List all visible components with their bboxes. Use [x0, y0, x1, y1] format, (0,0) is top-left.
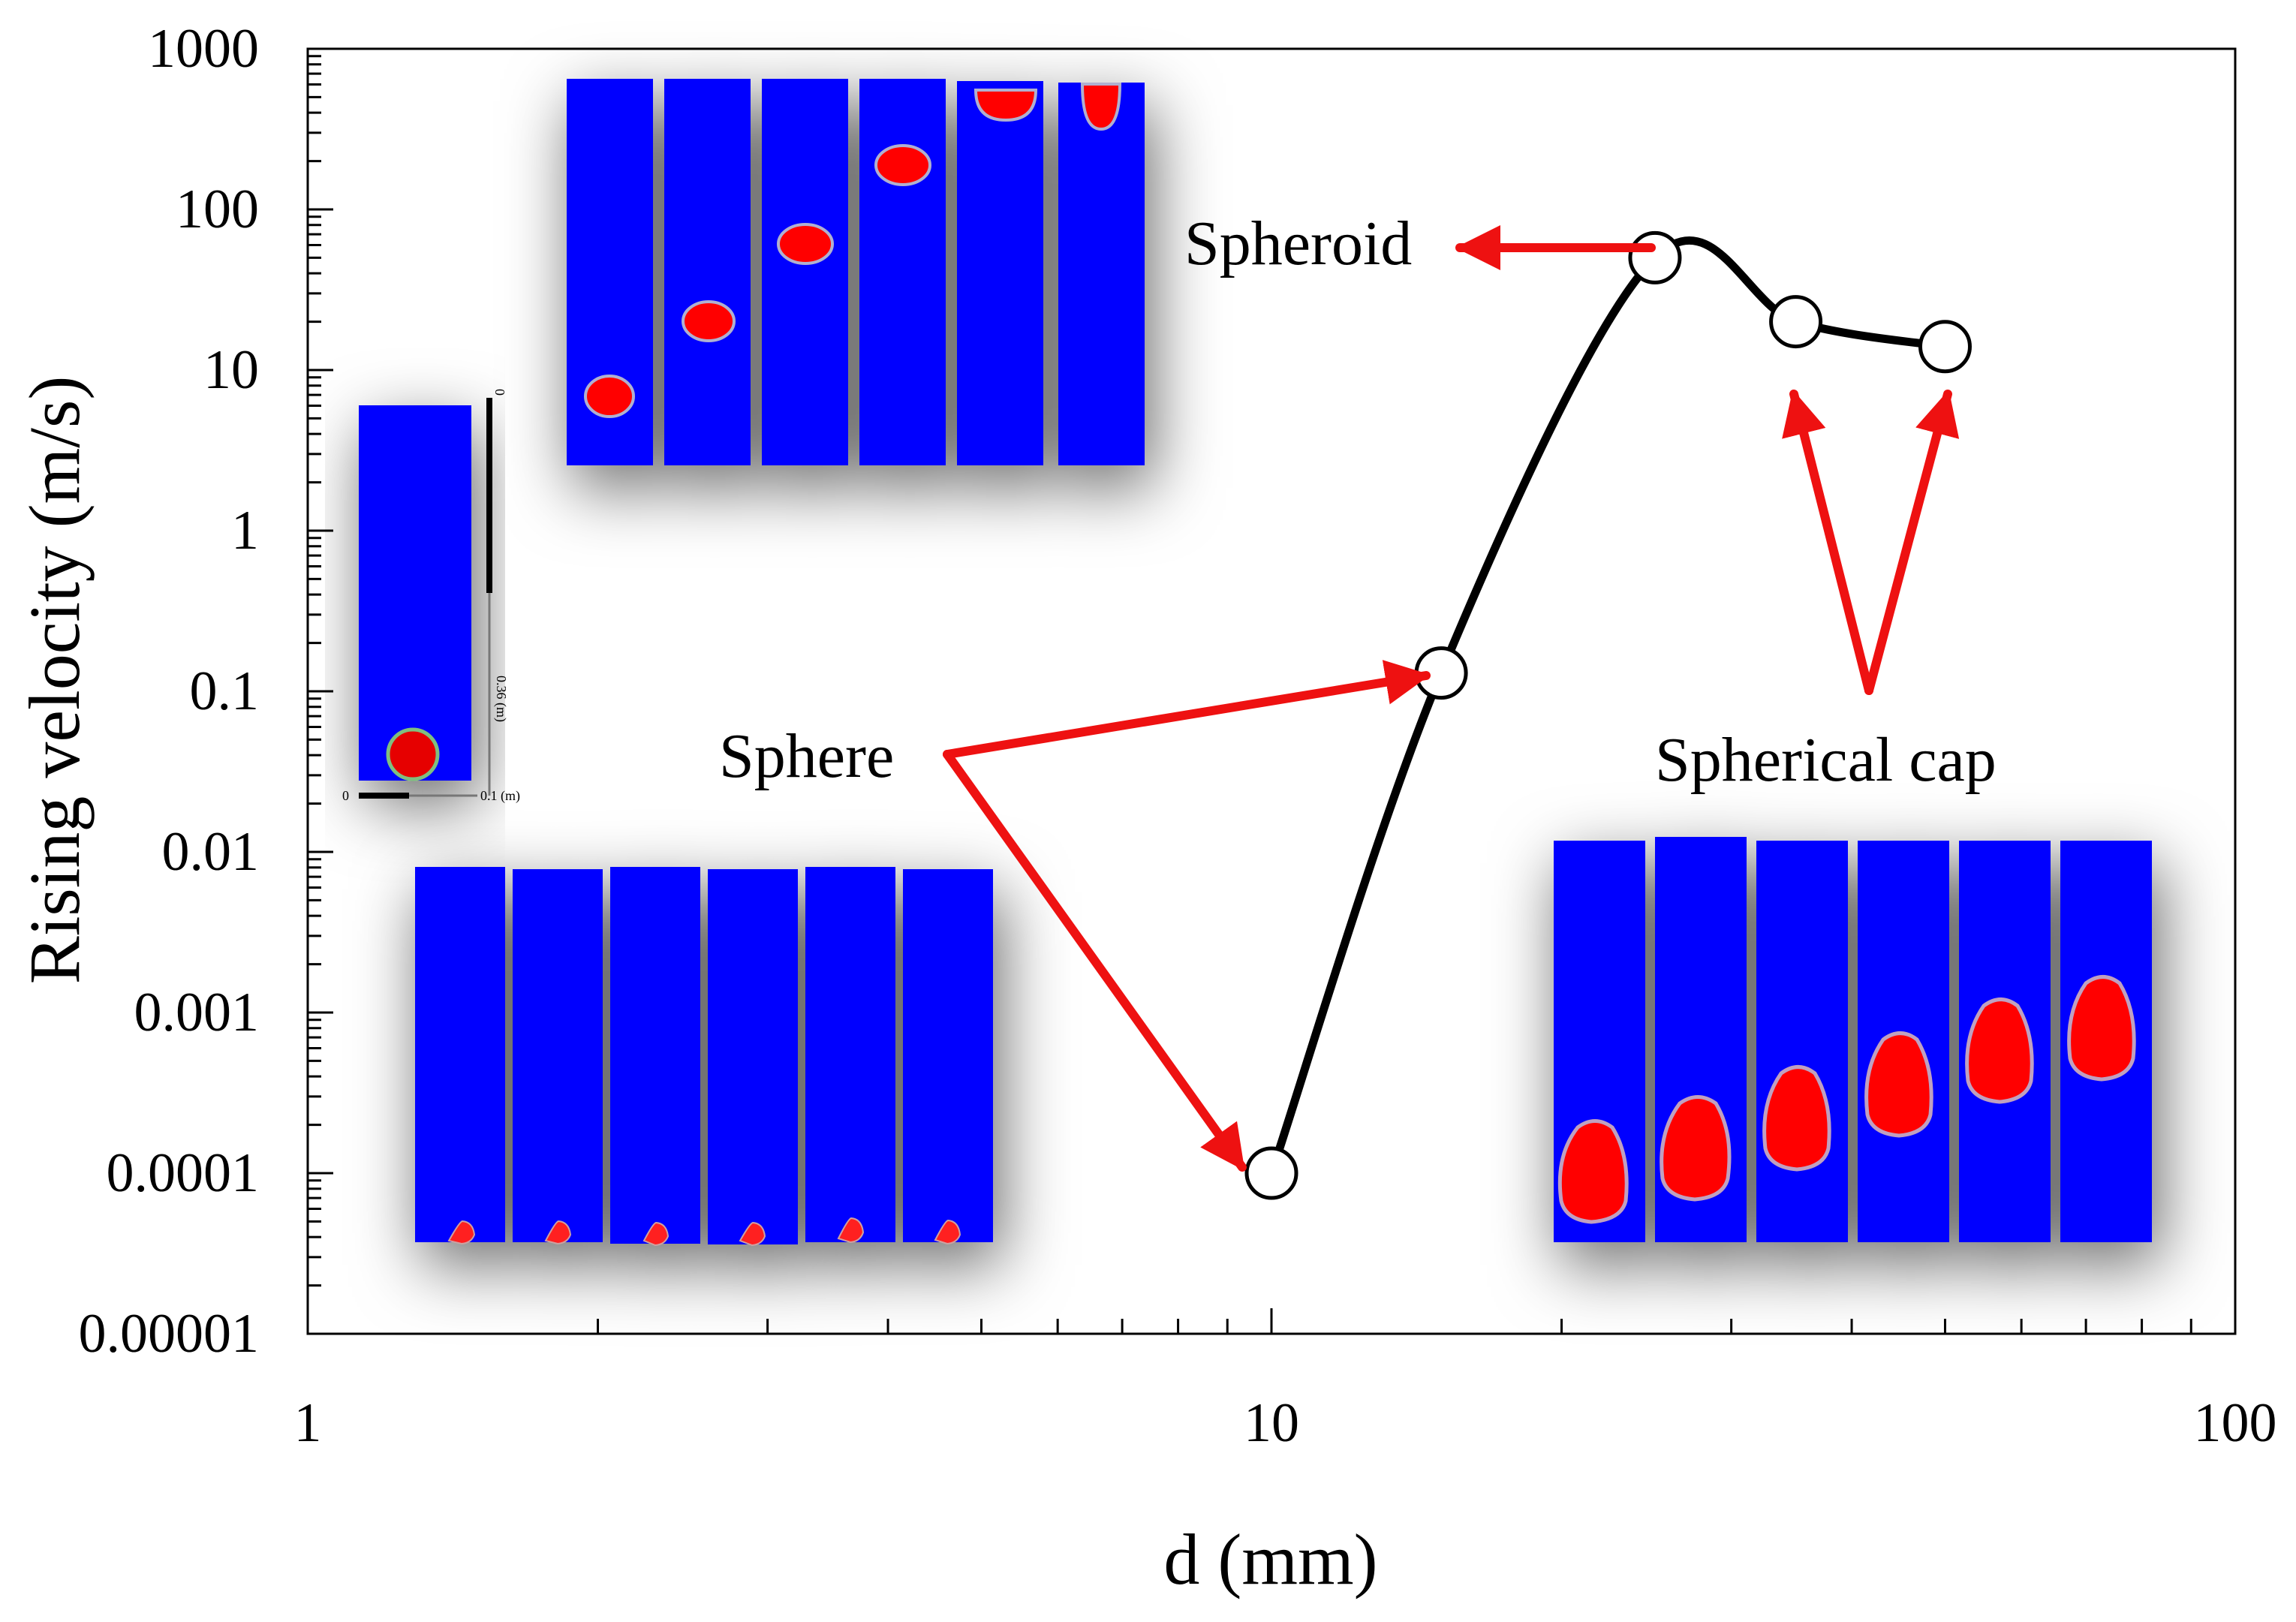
x-axis-title: d (mm): [1163, 1519, 1377, 1599]
label-spheroid: Spheroid: [1184, 209, 1412, 278]
y-tick-label: 1: [231, 500, 259, 561]
inset-domain-scale: 0 0 0.36 (m) 0.1 (m): [342, 389, 520, 804]
inset-width-label: 0.1 (m): [480, 788, 520, 804]
inset-spheroid-bubbles: [584, 83, 1122, 418]
arrow-sphere-lower: [943, 750, 1247, 1172]
inset-cap-panels: [1554, 837, 2152, 1242]
data-point: [1918, 320, 1972, 374]
arrow-cap-right: [1864, 390, 1960, 695]
annotation-arrows: [943, 225, 1960, 1172]
y-tick-label: 0.00001: [79, 1303, 260, 1365]
x-tick-label: 100: [2194, 1392, 2277, 1454]
inset-sphere-bubbles: [447, 1217, 961, 1247]
inset-zero-x: 0: [342, 788, 349, 803]
data-point: [1628, 230, 1682, 284]
arrow-sphere-upper: [943, 660, 1431, 759]
inset-height-label: 0.36 (m): [493, 676, 509, 722]
y-axis-title: Rising velocity (m/s): [14, 376, 95, 985]
y-tick-label: 0.0001: [107, 1142, 260, 1204]
inset-spheroid-panels: [567, 79, 1145, 465]
y-tick-label: 0.01: [162, 821, 260, 883]
y-tick-label: 1000: [148, 18, 259, 80]
y-axis-tick-labels: 0.00001 0.0001 0.001 0.01 0.1 1 10 100 1000: [79, 18, 260, 1365]
inset-zero-y: 0: [492, 389, 507, 396]
arrow-cap-left: [1782, 390, 1873, 695]
data-point: [1244, 1146, 1298, 1200]
x-axis-ticks: [306, 1308, 2192, 1334]
inset-sphere-panels: [415, 867, 993, 1244]
y-tick-label: 0.1: [190, 661, 260, 722]
x-axis-tick-labels: 1 10 100: [294, 1392, 2277, 1454]
y-tick-label: 10: [203, 339, 259, 401]
x-tick-label: 1: [294, 1392, 322, 1454]
inset-cap-bubbles: [1557, 975, 2136, 1224]
y-tick-label: 100: [176, 179, 259, 240]
x-tick-label: 10: [1244, 1392, 1299, 1454]
y-axis-ticks: [308, 55, 333, 1335]
data-point: [1769, 295, 1823, 349]
label-sphere: Sphere: [719, 721, 894, 791]
y-tick-label: 0.001: [134, 982, 260, 1043]
label-spherical-cap: Spherical cap: [1655, 725, 1997, 795]
inset-domain: [359, 405, 471, 781]
